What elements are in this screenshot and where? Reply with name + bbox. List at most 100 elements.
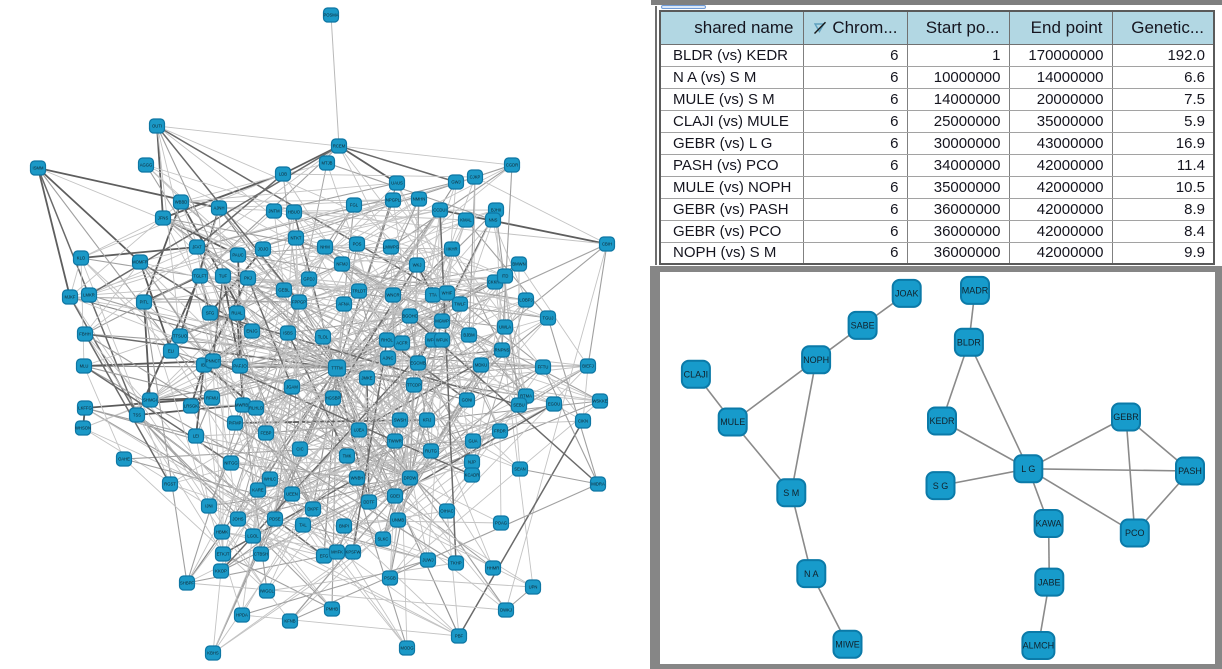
svg-text:CTBSH: CTBSH bbox=[254, 552, 268, 557]
svg-text:MGWP: MGWP bbox=[435, 319, 449, 324]
svg-text:WBBD: WBBD bbox=[175, 200, 188, 205]
svg-text:AJNH: AJNH bbox=[214, 206, 225, 211]
svg-text:TGUJ: TGUJ bbox=[543, 316, 554, 321]
svg-text:BLDR: BLDR bbox=[957, 338, 982, 348]
svg-text:NITGG: NITGG bbox=[224, 461, 237, 466]
svg-text:TLOL: TLOL bbox=[318, 335, 329, 340]
svg-text:KPSFW: KPSFW bbox=[346, 550, 361, 555]
svg-text:KCADR: KCADR bbox=[465, 473, 480, 478]
svg-text:POAG: POAG bbox=[495, 521, 507, 526]
svg-text:FPPGP: FPPGP bbox=[292, 300, 306, 305]
svg-text:MTJB: MTJB bbox=[322, 161, 333, 166]
svg-text:TMK: TMK bbox=[343, 454, 352, 459]
svg-text:HHMR: HHMR bbox=[487, 566, 500, 571]
svg-text:IBJ: IBJ bbox=[201, 363, 207, 368]
svg-text:AFNA: AFNA bbox=[338, 302, 349, 307]
svg-text:UNMB: UNMB bbox=[392, 518, 405, 523]
svg-text:ETKJT: ETKJT bbox=[217, 552, 230, 557]
svg-text:KMAL: KMAL bbox=[460, 218, 472, 223]
svg-text:SHMGI: SHMGI bbox=[143, 398, 157, 403]
svg-text:WNBH: WNBH bbox=[351, 476, 364, 481]
svg-text:UEEN: UEEN bbox=[286, 492, 298, 497]
svg-text:WHLC: WHLC bbox=[264, 477, 276, 482]
svg-text:JGAM: JGAM bbox=[286, 385, 298, 390]
svg-text:CLAJI: CLAJI bbox=[684, 370, 709, 380]
svg-text:WHIF: WHIF bbox=[442, 291, 453, 296]
svg-text:RHOL: RHOL bbox=[381, 338, 393, 343]
svg-text:NNS: NNS bbox=[489, 218, 498, 223]
svg-text:JFAT: JFAT bbox=[192, 245, 202, 250]
svg-text:CBIH: CBIH bbox=[602, 242, 612, 247]
svg-text:UJEA: UJEA bbox=[354, 428, 365, 433]
svg-text:IWGCL: IWGCL bbox=[260, 589, 274, 594]
svg-text:JOJO: JOJO bbox=[258, 247, 269, 252]
svg-text:HBUO: HBUO bbox=[288, 210, 301, 215]
svg-text:L G: L G bbox=[1021, 464, 1035, 474]
svg-text:PAFJO: PAFJO bbox=[233, 364, 247, 369]
svg-text:NTKT: NTKT bbox=[291, 236, 302, 241]
svg-text:EGOU: EGOU bbox=[548, 402, 560, 407]
svg-text:RTMA: RTMA bbox=[520, 394, 532, 399]
svg-text:WFUK: WFUK bbox=[436, 338, 449, 343]
svg-text:NMHN: NMHN bbox=[413, 197, 426, 202]
svg-text:CIKN: CIKN bbox=[578, 419, 588, 424]
svg-text:ITD: ITD bbox=[502, 274, 509, 279]
svg-text:HPDA: HPDA bbox=[236, 613, 248, 618]
svg-text:WKJ: WKJ bbox=[413, 263, 422, 268]
svg-text:POSMA: POSMA bbox=[323, 13, 338, 18]
svg-text:IJNI: IJNI bbox=[205, 504, 212, 509]
svg-text:TTA: TTA bbox=[429, 293, 437, 298]
svg-text:SWSH: SWSH bbox=[394, 418, 407, 423]
svg-text:TWLF: TWLF bbox=[454, 302, 466, 307]
svg-text:TUF: TUF bbox=[219, 274, 228, 279]
svg-text:DWKJ: DWKJ bbox=[500, 608, 512, 613]
svg-text:BMWN: BMWN bbox=[512, 262, 525, 267]
svg-text:LGOL: LGOL bbox=[247, 534, 259, 539]
svg-text:GWJ: GWJ bbox=[451, 180, 460, 185]
svg-text:PKJ: PKJ bbox=[244, 276, 252, 281]
svg-text:DKPF: DKPF bbox=[307, 507, 319, 512]
svg-text:N A: N A bbox=[804, 569, 819, 579]
svg-text:MLU: MLU bbox=[80, 364, 89, 369]
svg-text:EFG: EFG bbox=[320, 554, 329, 559]
svg-text:PDSE: PDSE bbox=[269, 517, 281, 522]
svg-text:JNTM: JNTM bbox=[268, 209, 280, 214]
svg-text:AGGG: AGGG bbox=[140, 163, 153, 168]
svg-text:ISBS: ISBS bbox=[283, 331, 293, 336]
svg-text:TTSUO: TTSUO bbox=[173, 334, 188, 339]
svg-text:PCO: PCO bbox=[1125, 528, 1145, 538]
svg-text:CKKRS: CKKRS bbox=[488, 280, 503, 285]
svg-text:DPDW: DPDW bbox=[404, 476, 417, 481]
svg-text:DDTF: DDTF bbox=[363, 500, 375, 505]
svg-text:BIEFJ: BIEFJ bbox=[582, 364, 593, 369]
svg-text:POS: POS bbox=[353, 242, 362, 247]
svg-text:FBHH: FBHH bbox=[79, 332, 90, 337]
svg-text:CIC: CIC bbox=[296, 447, 303, 452]
svg-text:S G: S G bbox=[933, 481, 949, 491]
svg-text:LOBPJ: LOBPJ bbox=[519, 298, 532, 303]
svg-text:OUTI: OUTI bbox=[152, 124, 162, 129]
svg-text:SHBPF: SHBPF bbox=[180, 581, 194, 586]
svg-text:LRSGK: LRSGK bbox=[184, 404, 198, 409]
svg-text:MHFK: MHFK bbox=[331, 550, 343, 555]
svg-text:NPGPL: NPGPL bbox=[386, 198, 401, 203]
svg-text:CCDUI: CCDUI bbox=[433, 208, 446, 213]
svg-text:PIFMP: PIFMP bbox=[229, 421, 242, 426]
svg-text:KKOP: KKOP bbox=[215, 569, 227, 574]
svg-text:FFTU: FFTU bbox=[538, 365, 549, 370]
svg-text:LDB: LDB bbox=[279, 172, 287, 177]
svg-text:OIHAC: OIHAC bbox=[440, 509, 453, 514]
svg-text:ACFR: ACFR bbox=[396, 341, 407, 346]
svg-text:RCEM: RCEM bbox=[333, 144, 346, 149]
svg-text:RUTG: RUTG bbox=[425, 449, 437, 454]
svg-text:KFNB: KFNB bbox=[284, 619, 295, 624]
svg-text:JFNS: JFNS bbox=[158, 216, 169, 221]
svg-text:KLO: KLO bbox=[77, 256, 86, 261]
svg-text:TAL: TAL bbox=[299, 523, 307, 528]
svg-text:JOHS: JOHS bbox=[232, 517, 243, 522]
svg-text:TTTM: TTTM bbox=[331, 366, 343, 371]
svg-text:S M: S M bbox=[783, 488, 799, 498]
svg-text:ALMCH: ALMCH bbox=[1023, 641, 1055, 651]
svg-text:TRLDT: TRLDT bbox=[352, 289, 366, 294]
svg-text:PBF: PBF bbox=[455, 634, 464, 639]
